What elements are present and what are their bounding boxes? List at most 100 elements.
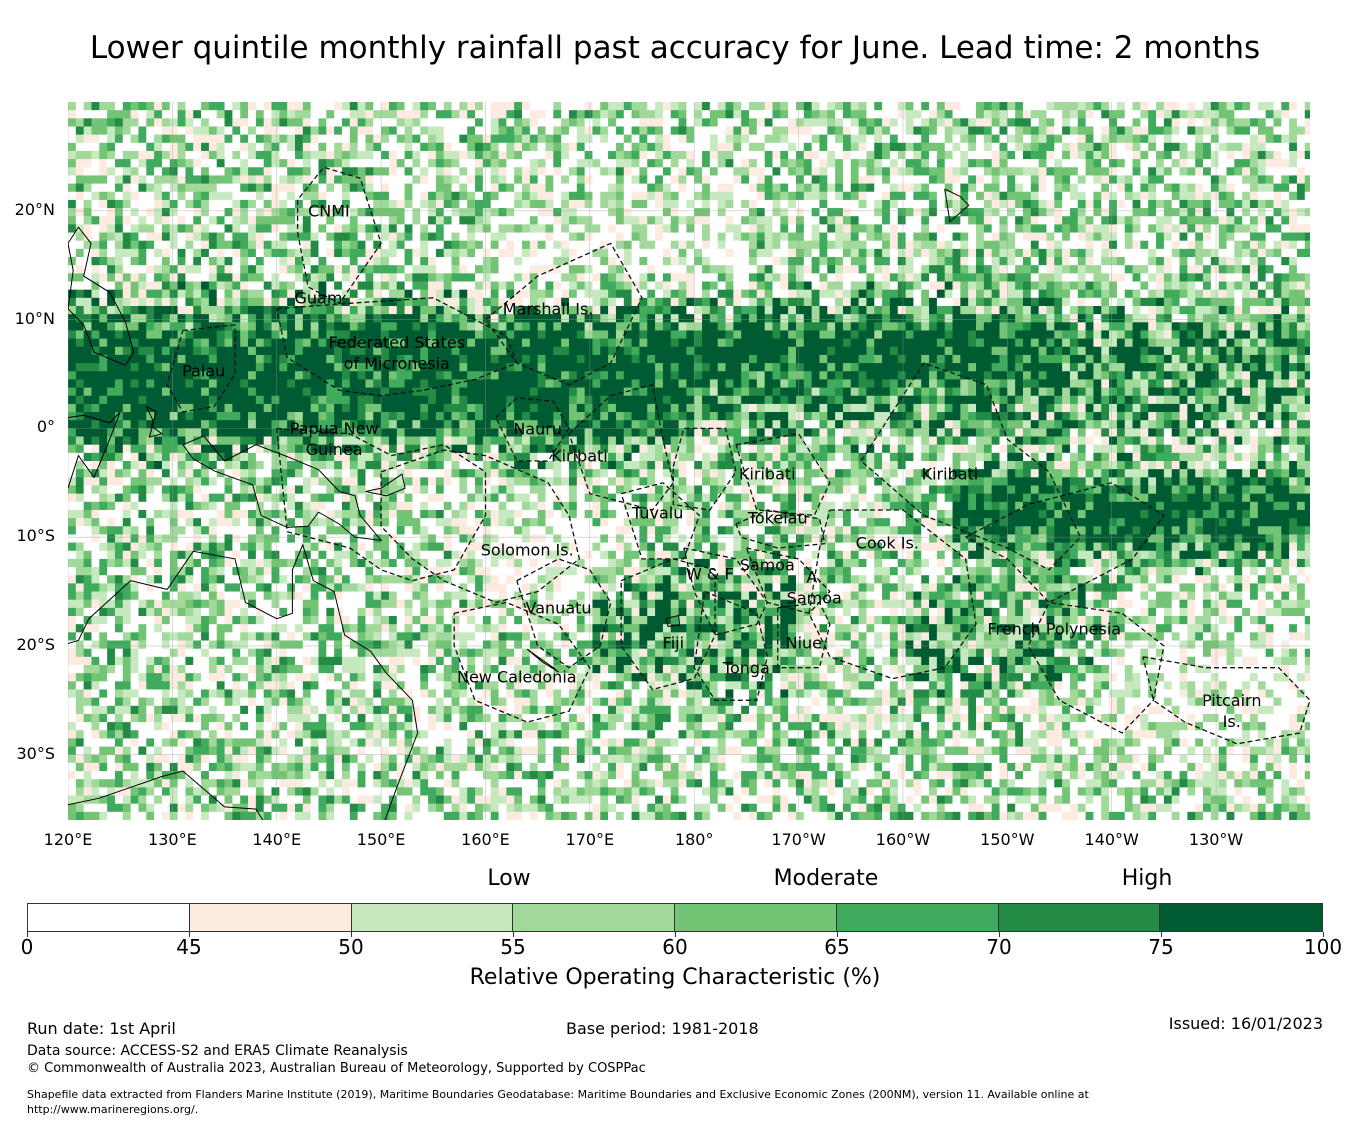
grid-cell [858,240,867,250]
grid-cell [1171,102,1180,111]
grid-cell [482,240,492,250]
grid-cell [1148,330,1157,340]
grid-cell [482,297,492,307]
grid-cell [999,208,1008,217]
grid-cell [357,232,366,242]
grid-cell [1116,240,1126,250]
grid-cell [1226,159,1235,168]
grid-cell [373,216,382,225]
grid-cell [248,142,257,152]
grid-cell [631,118,640,127]
grid-cell [670,208,679,217]
grid-cell [248,257,257,266]
grid-cell [467,175,476,184]
grid-cell [334,142,343,152]
grid-cell [725,150,734,160]
grid-cell [764,305,773,315]
roc-map [68,102,1310,820]
grid-cell [1124,338,1133,348]
grid-cell [341,354,351,364]
grid-cell [889,330,899,340]
grid-cell [639,330,648,340]
grid-cell [1109,289,1118,299]
grid-cell [396,159,405,168]
grid-cell [1015,142,1024,152]
grid-cell [1116,150,1126,160]
grid-cell [99,110,108,119]
grid-cell [1249,126,1259,136]
grid-cell [91,159,100,168]
grid-cell [1101,208,1110,217]
grid-cell [561,191,570,201]
grid-cell [420,322,429,331]
grid-cell [1257,167,1267,176]
grid-cell [858,338,867,348]
grid-cell [443,110,452,119]
grid-cell [1015,183,1024,193]
grid-cell [678,322,687,331]
grid-cell [725,248,734,258]
grid-cell [107,257,116,266]
grid-cell [772,265,781,274]
grid-cell [1195,265,1204,274]
grid-cell [529,305,539,315]
grid-cell [169,257,178,266]
grid-cell [999,142,1008,152]
grid-cell [99,102,108,111]
grid-cell [897,281,906,291]
grid-cell [709,150,719,160]
grid-cell [1304,281,1310,291]
grid-cell [412,208,421,217]
grid-cell [882,150,891,160]
grid-cell [154,305,163,315]
grid-cell [913,208,922,217]
grid-cell [310,216,319,225]
grid-cell [169,208,178,217]
grid-cell [615,199,625,209]
grid-cell [608,273,617,282]
grid-cell [733,199,742,209]
grid-cell [349,265,359,274]
grid-cell [639,314,648,323]
grid-cell [623,126,632,136]
grid-cell [1304,224,1310,233]
grid-cell [388,338,398,348]
grid-cell [991,167,1000,176]
grid-cell [882,134,891,144]
grid-cell [1234,150,1243,160]
grid-cell [991,265,1000,274]
grid-cell [702,126,711,136]
grid-cell [99,208,108,217]
grid-cell [913,175,922,184]
grid-cell [1132,330,1141,340]
grid-cell [842,248,852,258]
grid-cell [866,289,875,299]
grid-cell [68,216,77,225]
grid-cell [1156,322,1165,331]
grid-cell [999,289,1008,299]
grid-cell [1210,346,1220,356]
grid-cell [482,118,492,127]
grid-cell [1148,118,1157,127]
grid-cell [952,142,961,152]
grid-cell [318,224,327,233]
grid-cell [1289,322,1298,331]
grid-cell [741,240,750,250]
grid-cell [1265,102,1274,111]
grid-cell [381,208,390,217]
grid-cell [83,257,92,266]
grid-cell [1304,150,1310,160]
grid-cell [99,273,108,282]
grid-cell [373,314,382,323]
grid-cell [295,102,304,111]
grid-cell [991,322,1000,331]
grid-cell [1030,183,1040,193]
grid-cell [717,208,726,217]
grid-cell [1054,330,1063,340]
grid-cell [803,110,813,119]
grid-cell [216,216,225,225]
grid-cell [388,175,398,184]
grid-cell [122,297,132,307]
grid-cell [412,126,421,136]
grid-cell [208,183,218,193]
